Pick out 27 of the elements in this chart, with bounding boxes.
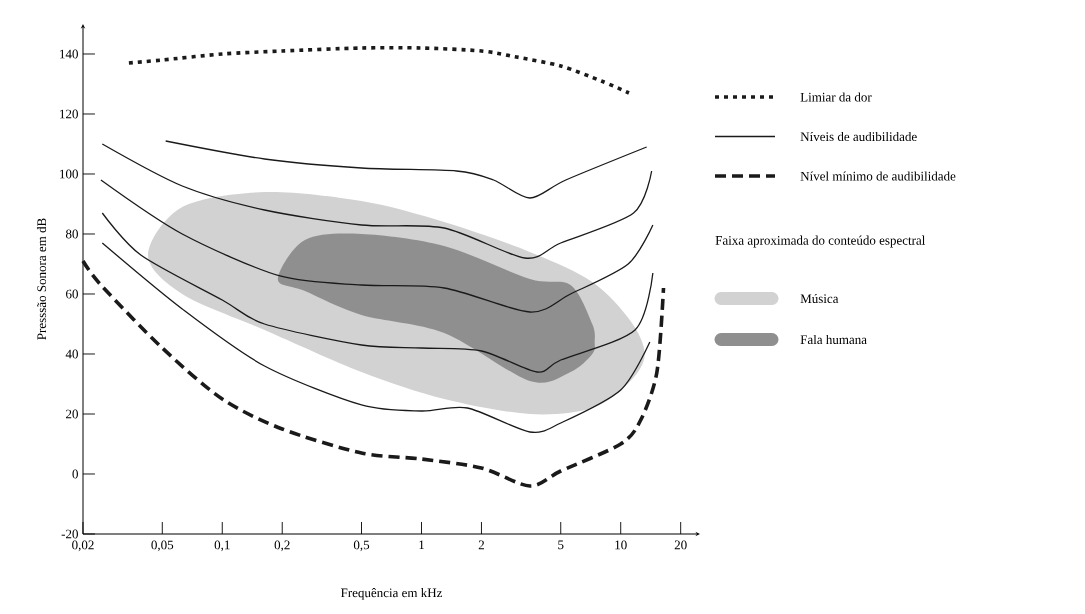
y-tick-label: 40 [65, 349, 78, 359]
legend-label: Nível mínimo de audibilidade [800, 171, 956, 181]
legend-title: Faixa aproximada do conteúdo espectral [715, 235, 926, 248]
y-tick-label: -20 [61, 529, 78, 539]
y-axis-title: Presssão Sonora em dB [36, 218, 47, 340]
x-tick-label: 2 [478, 540, 484, 550]
y-tick-label: 20 [66, 409, 78, 419]
y-tick-label: 120 [60, 109, 78, 119]
x-tick-label: 0,05 [151, 540, 174, 552]
x-tick-label: 0,5 [353, 540, 370, 552]
x-tick-label: 0,1 [214, 540, 230, 552]
x-tick-label: 0,02 [72, 540, 94, 552]
legend-label: Fala humana [800, 334, 867, 345]
y-tick-label: 140 [60, 49, 78, 59]
x-tick-label: 10 [615, 540, 627, 550]
legend-label: Música [800, 293, 839, 304]
y-tick-label: 80 [65, 229, 78, 239]
legend-label: Níveis de audibilidade [800, 131, 917, 142]
x-axis-title: Frequência em kHz [340, 588, 443, 600]
x-tick-label: 0,2 [274, 540, 290, 552]
x-tick-label: 5 [558, 540, 564, 550]
y-tick-label: 60 [66, 289, 78, 299]
y-tick-label: 0 [72, 469, 78, 479]
x-tick-label: 20 [674, 540, 687, 550]
legend-label: Limiar da dor [800, 92, 872, 102]
x-tick-label: 1 [419, 540, 424, 550]
y-tick-label: 100 [60, 169, 78, 179]
